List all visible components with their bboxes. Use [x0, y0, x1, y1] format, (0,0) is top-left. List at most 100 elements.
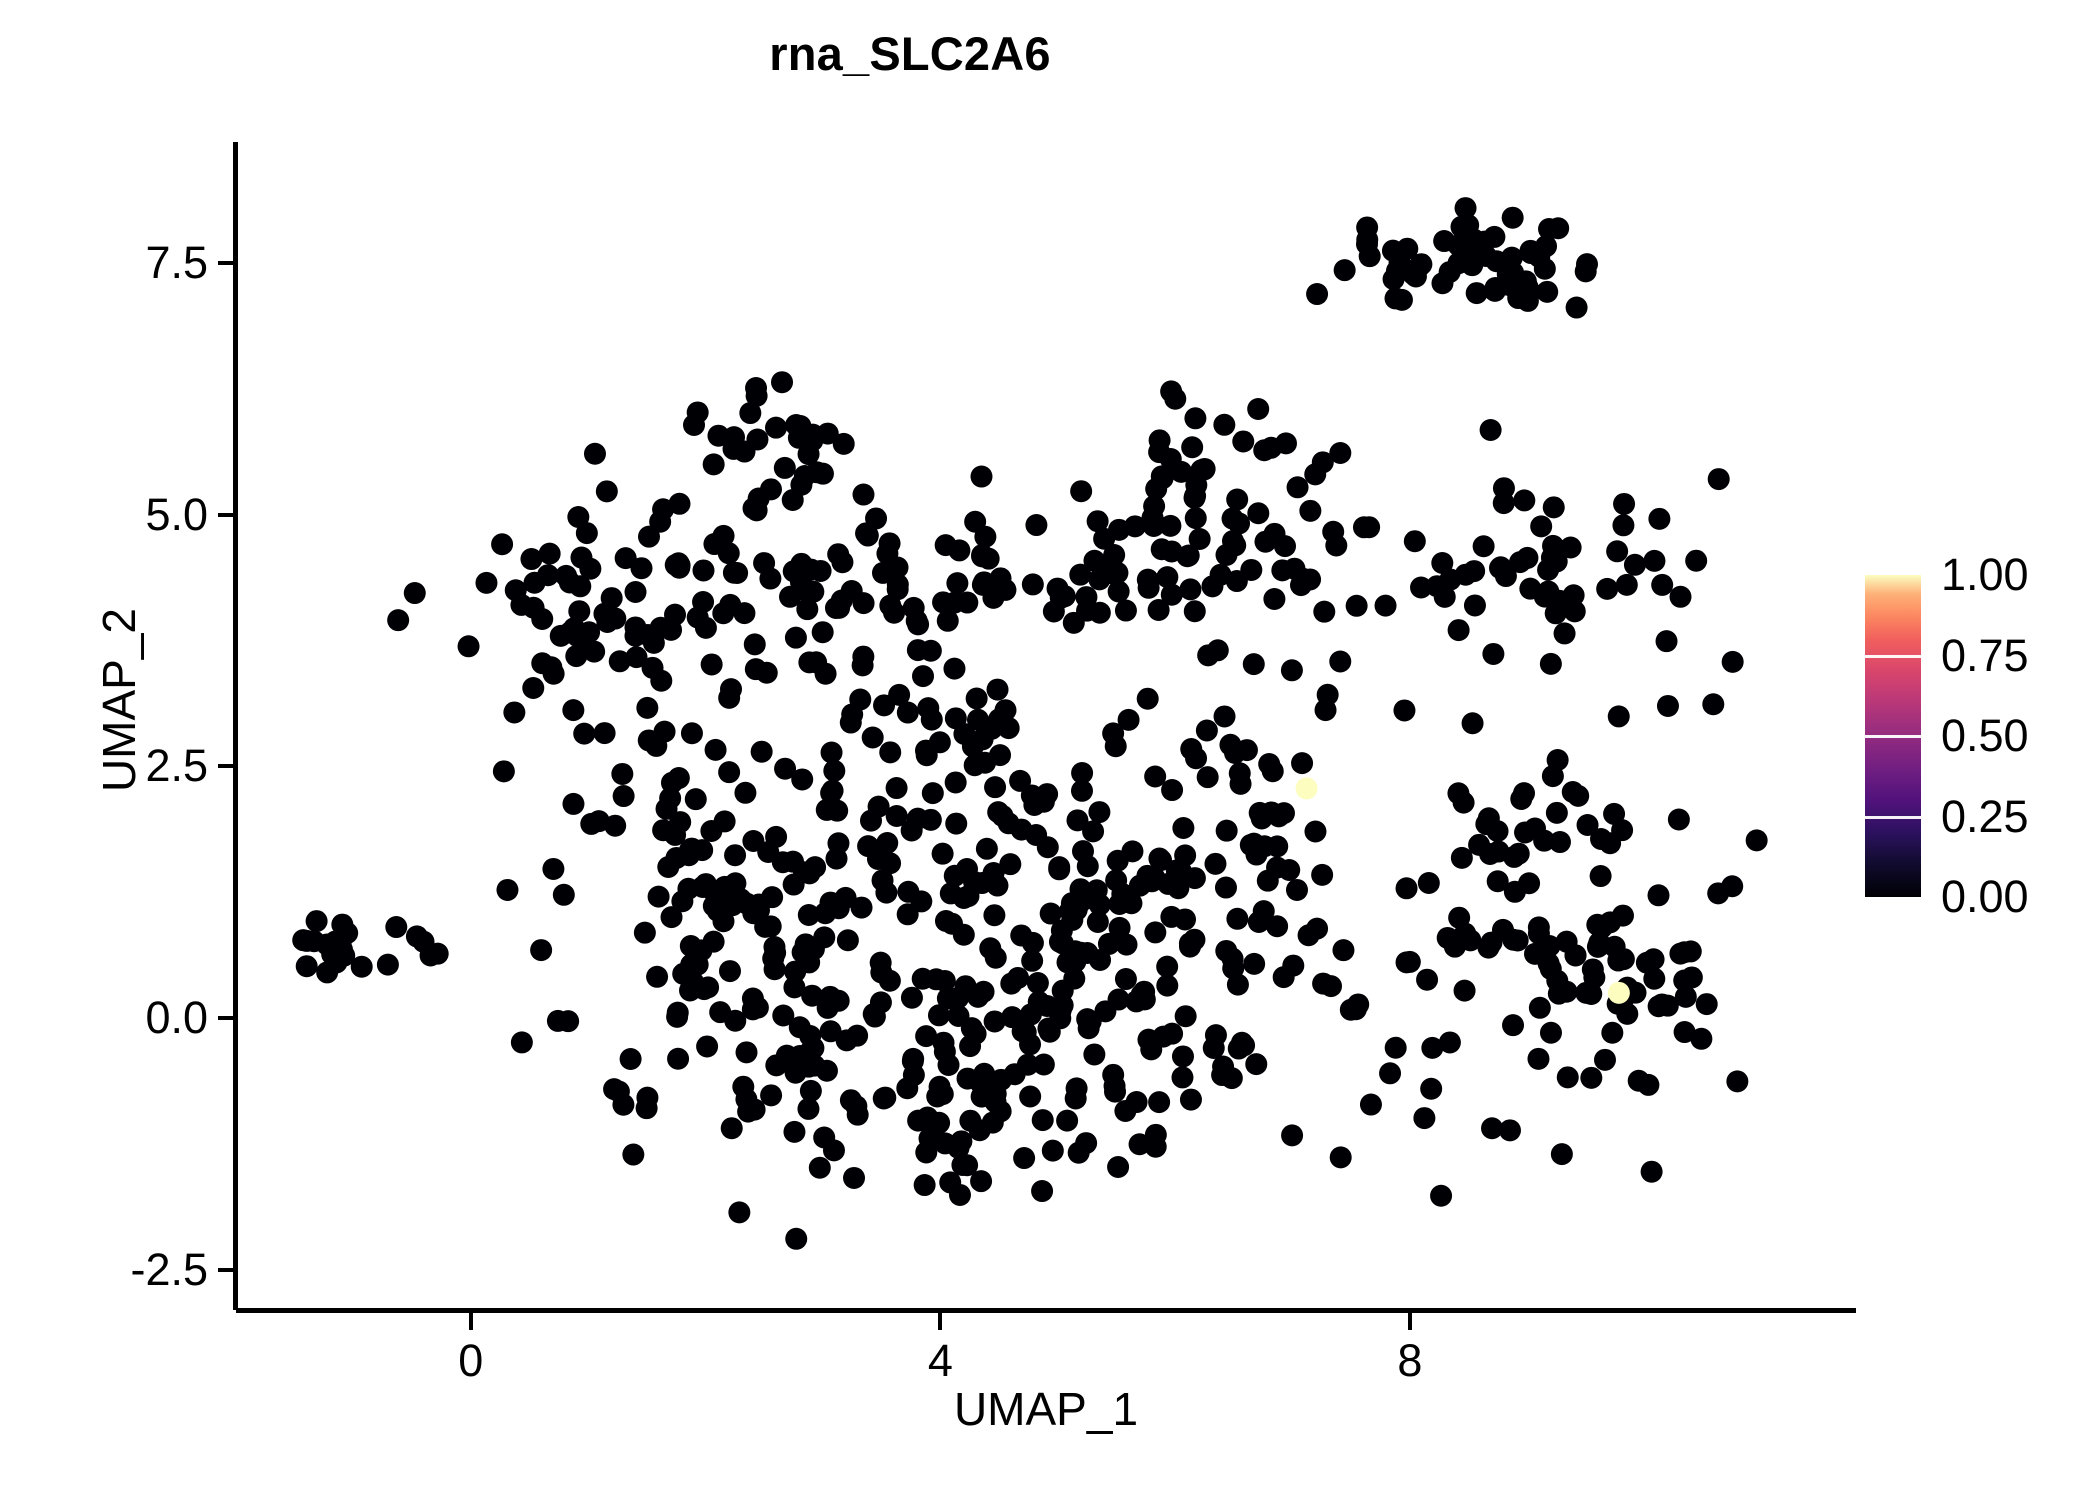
scatter-point	[583, 640, 606, 663]
scatter-point	[1144, 765, 1167, 788]
scatter-point	[1538, 934, 1561, 957]
scatter-point	[704, 738, 727, 761]
scatter-point	[1304, 820, 1327, 843]
scatter-point	[956, 1067, 979, 1090]
scatter-point	[1513, 489, 1536, 512]
scatter-point	[579, 557, 602, 580]
scatter-point	[1188, 528, 1211, 551]
scatter-point	[1431, 552, 1454, 575]
scatter-point	[965, 687, 988, 710]
scatter-point	[1174, 1005, 1197, 1028]
y-tick-label: 0.0	[145, 992, 208, 1043]
scatter-point	[542, 662, 565, 685]
scatter-point	[1021, 573, 1044, 596]
scatter-point	[964, 510, 987, 533]
scatter-point	[1655, 630, 1678, 653]
scatter-point	[802, 580, 825, 603]
scatter-point	[1535, 235, 1558, 258]
scatter-point	[1637, 1073, 1660, 1096]
scatter-point	[1607, 705, 1630, 728]
scatter-point	[1450, 846, 1473, 869]
scatter-point	[816, 422, 839, 445]
scatter-point	[679, 979, 702, 1002]
y-tick-mark	[218, 512, 234, 517]
scatter-point	[1088, 601, 1111, 624]
scatter-point	[1674, 985, 1697, 1008]
scatter-point	[1247, 398, 1270, 421]
scatter-point	[350, 955, 373, 978]
scatter-point	[1160, 583, 1183, 606]
scatter-point	[1461, 254, 1484, 277]
scatter-point	[1454, 197, 1477, 220]
scatter-point	[1100, 558, 1123, 581]
scatter-point	[737, 1100, 760, 1123]
scatter-point	[874, 1086, 897, 1109]
scatter-point	[1576, 253, 1598, 276]
scatter-point	[1204, 1024, 1227, 1047]
scatter-point	[763, 958, 786, 981]
scatter-point	[1072, 840, 1094, 863]
scatter-point	[1325, 534, 1348, 557]
scatter-point	[782, 873, 805, 896]
colorbar-tick-label: 0.00	[1941, 871, 2029, 922]
y-tick-mark	[218, 260, 234, 265]
scatter-point	[624, 616, 647, 639]
scatter-point	[1430, 1184, 1453, 1207]
scatter-point	[1062, 611, 1085, 634]
scatter-point	[1235, 739, 1258, 762]
scatter-point	[1651, 573, 1674, 596]
scatter-point	[773, 456, 796, 479]
scatter-point	[821, 779, 844, 802]
scatter-point	[826, 799, 849, 822]
scatter-point	[1170, 460, 1193, 483]
scatter-point	[785, 414, 808, 437]
scatter-point	[1108, 518, 1131, 541]
scatter-point	[492, 760, 515, 783]
scatter-point	[1550, 1143, 1573, 1166]
scatter-point	[1213, 413, 1236, 436]
scatter-point	[733, 602, 756, 625]
scatter-point	[861, 726, 884, 749]
scatter-point	[1183, 867, 1206, 890]
scatter-point	[1031, 1180, 1054, 1203]
y-tick-mark	[218, 1267, 234, 1272]
scatter-point	[1479, 419, 1502, 441]
x-tick-mark	[468, 1313, 473, 1330]
scatter-point	[496, 878, 519, 901]
scatter-point	[915, 1025, 938, 1048]
scatter-point	[1695, 993, 1718, 1016]
scatter-point	[813, 1126, 836, 1149]
scatter-point	[1344, 998, 1367, 1021]
scatter-point	[788, 1016, 811, 1039]
scatter-point	[1612, 514, 1635, 537]
scatter-point	[910, 890, 933, 913]
scatter-point	[1463, 594, 1486, 617]
scatter-point	[1379, 1062, 1402, 1085]
scatter-point	[692, 559, 715, 582]
scatter-point	[1707, 468, 1730, 491]
x-tick-label: 0	[458, 1335, 484, 1386]
scatter-point	[983, 1010, 1006, 1033]
scatter-point	[611, 762, 634, 785]
scatter-point	[739, 402, 762, 425]
scatter-point	[765, 416, 788, 439]
scatter-point	[690, 939, 713, 962]
scatter-point	[1156, 955, 1179, 978]
x-tick-mark	[1407, 1313, 1412, 1330]
scatter-point	[1472, 535, 1495, 558]
scatter-point	[852, 483, 875, 506]
scatter-point	[1181, 436, 1204, 459]
scatter-point	[945, 812, 968, 835]
scatter-point	[1263, 522, 1286, 545]
scatter-point	[1228, 762, 1251, 785]
scatter-point	[1067, 1141, 1090, 1164]
scatter-point	[593, 722, 616, 745]
scatter-point	[885, 805, 908, 828]
scatter-point	[1214, 876, 1237, 899]
scatter-point	[697, 976, 720, 999]
scatter-point	[1485, 250, 1508, 273]
scatter-point	[1010, 924, 1033, 947]
scatter-point	[1247, 502, 1270, 525]
scatter-point	[1745, 829, 1768, 852]
scatter-point	[1553, 622, 1576, 645]
